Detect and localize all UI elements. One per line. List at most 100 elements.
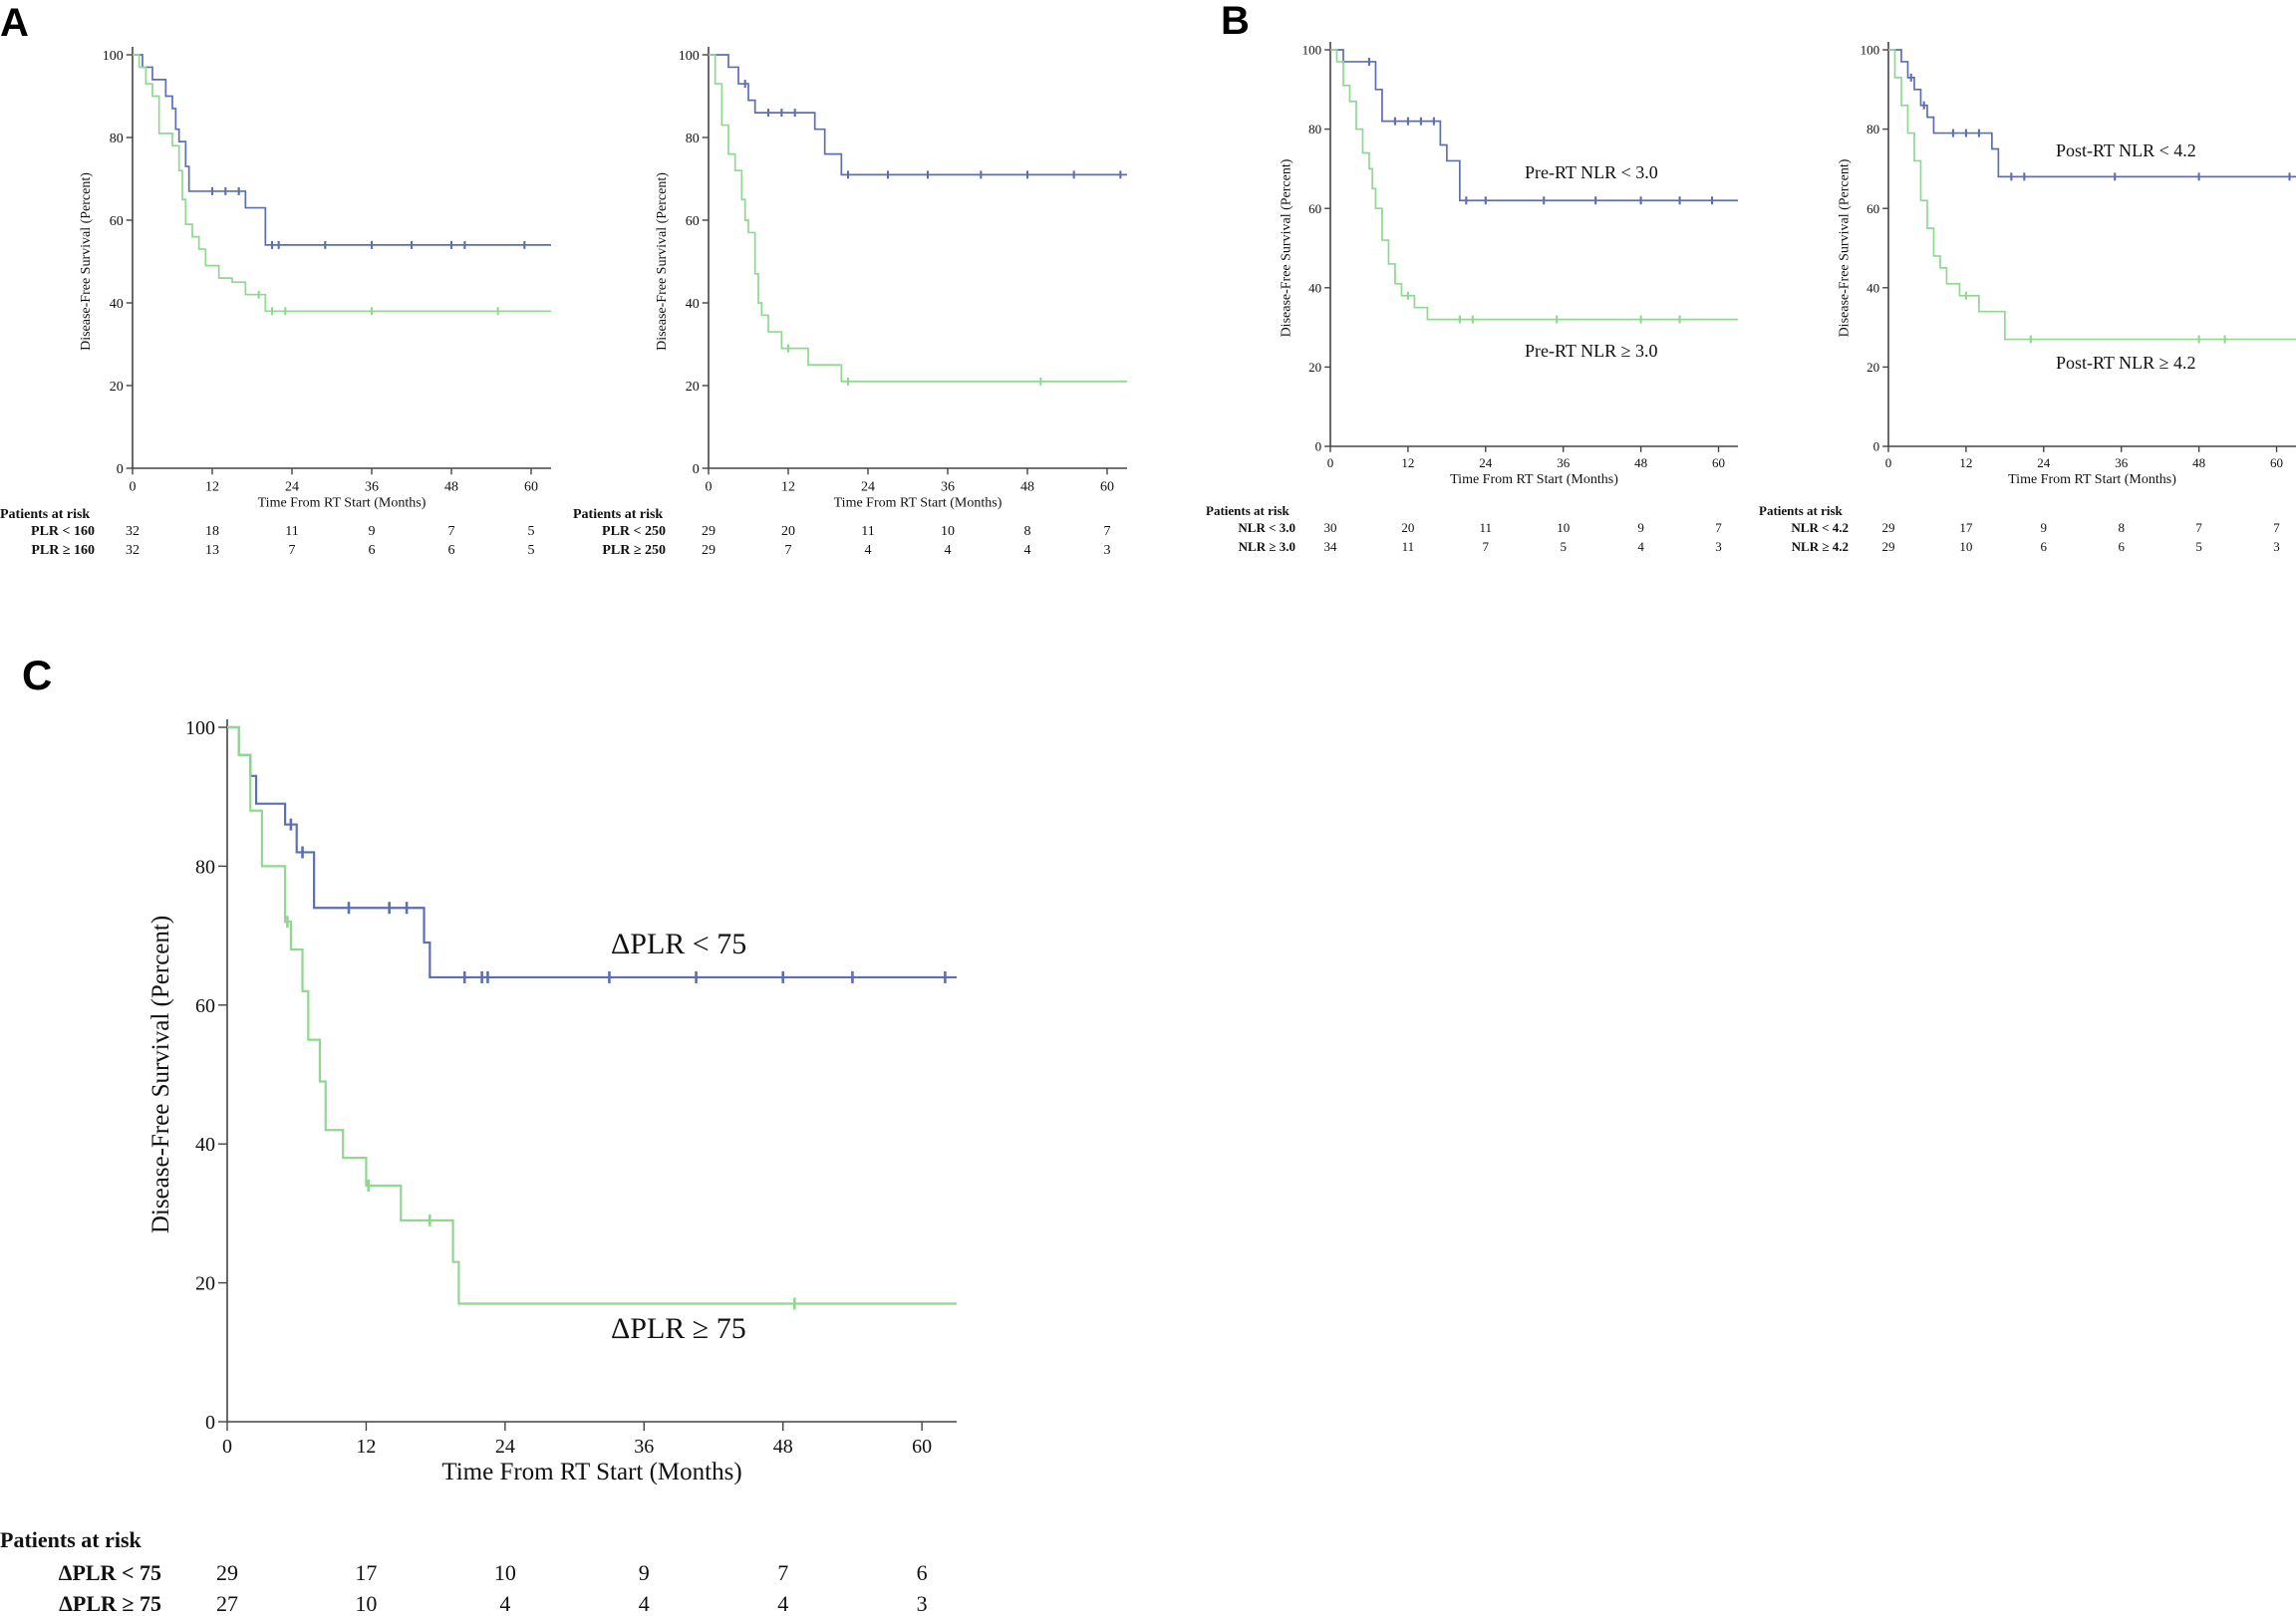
y-tick-label: 80: [110, 132, 124, 146]
x-tick-label: 24: [285, 479, 299, 494]
risk-value: 9: [639, 1560, 650, 1585]
y-tick-label: 20: [195, 1273, 215, 1295]
chart-b1: 0 12 24 36 48 60 0 20 40 60 80 100 Time From RT Star…: [1206, 42, 1738, 554]
y-axis-title: Disease-Free Survival (Percent): [147, 916, 174, 1233]
risk-value: 7: [1715, 520, 1722, 535]
risk-value: 9: [2041, 520, 2048, 535]
curve-annotation: Post-RT NLR < 4.2: [2056, 140, 2196, 160]
x-tick-label: 0: [706, 479, 713, 494]
risk-value: 3: [1715, 539, 1722, 554]
risk-value: 4: [1637, 539, 1644, 554]
y-axis-title: Disease-Free Survival (Percent): [1280, 158, 1294, 337]
survival-curve-high: [1888, 49, 2296, 341]
risk-value: 7: [2273, 520, 2280, 535]
x-tick-label: 24: [1479, 455, 1493, 470]
x-axis-title: Time From RT Start (Months): [441, 1459, 741, 1485]
curve-annotation: Post-RT NLR ≥ 4.2: [2056, 353, 2195, 373]
risk-value: 7: [448, 524, 455, 539]
y-tick-label: 20: [1308, 360, 1321, 375]
x-tick-label: 12: [781, 479, 795, 494]
x-axis-title: Time From RT Start (Months): [2008, 472, 2176, 487]
risk-value: 32: [126, 524, 140, 539]
y-tick-label: 80: [195, 856, 215, 878]
risk-value: 6: [917, 1560, 928, 1585]
x-tick-label: 12: [205, 479, 219, 494]
risk-value: 9: [1637, 520, 1644, 535]
x-axis-title: Time From RT Start (Months): [834, 495, 1003, 510]
x-tick-label: 60: [1712, 455, 1725, 470]
risk-value: 29: [702, 524, 716, 539]
survival-curve-low: [709, 54, 1127, 176]
x-tick-label: 36: [634, 1436, 654, 1458]
y-tick-label: 100: [103, 49, 124, 64]
x-tick-label: 60: [524, 479, 538, 494]
risk-value: 4: [639, 1591, 650, 1616]
x-axis-title: Time From RT Start (Months): [1450, 472, 1618, 487]
risk-table-header: Patients at risk: [0, 1527, 143, 1552]
risk-value: 13: [205, 543, 219, 558]
survival-curve-high: [709, 54, 1127, 383]
risk-value: 6: [369, 543, 376, 558]
risk-value: 18: [205, 524, 219, 539]
risk-value: 10: [1959, 539, 1972, 554]
risk-table-header: Patients at risk: [573, 507, 663, 522]
risk-value: 17: [355, 1560, 377, 1585]
risk-row-label: NLR ≥ 3.0: [1239, 539, 1295, 554]
risk-value: 29: [1882, 539, 1895, 554]
risk-value: 20: [781, 524, 795, 539]
y-tick-label: 100: [679, 49, 700, 64]
risk-table-header: Patients at risk: [0, 507, 90, 522]
y-tick-label: 60: [1866, 201, 1879, 216]
y-tick-label: 0: [205, 1412, 215, 1434]
risk-row-label: ΔPLR ≥ 75: [59, 1591, 161, 1616]
x-tick-label: 36: [365, 479, 379, 494]
y-tick-label: 100: [185, 717, 215, 739]
x-tick-label: 36: [1557, 455, 1571, 470]
curve-annotation: ΔPLR < 75: [611, 928, 746, 960]
x-tick-label: 0: [222, 1436, 232, 1458]
risk-row-label: PLR ≥ 160: [31, 543, 95, 558]
risk-row-label: NLR ≥ 4.2: [1792, 539, 1849, 554]
x-tick-label: 36: [941, 479, 955, 494]
risk-value: 7: [785, 543, 792, 558]
risk-value: 11: [1480, 520, 1493, 535]
risk-value: 10: [494, 1560, 516, 1585]
risk-row-label: PLR < 250: [602, 524, 666, 539]
risk-row-label: NLR < 3.0: [1238, 520, 1295, 535]
x-tick-label: 24: [495, 1436, 515, 1458]
risk-value: 10: [941, 524, 955, 539]
x-tick-label: 12: [356, 1436, 376, 1458]
x-tick-label: 48: [2192, 455, 2205, 470]
x-tick-label: 60: [912, 1436, 932, 1458]
risk-value: 7: [2195, 520, 2202, 535]
risk-value: 29: [1882, 520, 1895, 535]
risk-value: 10: [1557, 520, 1570, 535]
risk-value: 11: [861, 524, 874, 539]
risk-value: 34: [1324, 539, 1338, 554]
x-tick-label: 12: [1959, 455, 1972, 470]
risk-value: 7: [289, 543, 296, 558]
risk-value: 9: [369, 524, 376, 539]
survival-curve-high: [133, 54, 551, 313]
risk-table-header: Patients at risk: [1759, 503, 1844, 518]
panel-letter-b: B: [1221, 0, 1250, 43]
risk-value: 6: [2041, 539, 2048, 554]
risk-value: 6: [2118, 539, 2125, 554]
y-axis-title: Disease-Free Survival (Percent): [655, 172, 670, 351]
x-tick-label: 24: [2037, 455, 2051, 470]
risk-value: 6: [448, 543, 455, 558]
risk-value: 5: [528, 524, 535, 539]
panel-letter-a: A: [0, 1, 29, 45]
y-tick-label: 80: [686, 132, 700, 146]
risk-row-label: NLR < 4.2: [1791, 520, 1849, 535]
x-tick-label: 0: [1885, 455, 1892, 470]
risk-value: 17: [1959, 520, 1973, 535]
y-tick-label: 80: [1866, 122, 1879, 136]
risk-value: 11: [1402, 539, 1415, 554]
survival-curve-low: [227, 725, 957, 979]
risk-value: 32: [126, 543, 140, 558]
risk-value: 11: [285, 524, 298, 539]
y-tick-label: 0: [1315, 439, 1322, 454]
